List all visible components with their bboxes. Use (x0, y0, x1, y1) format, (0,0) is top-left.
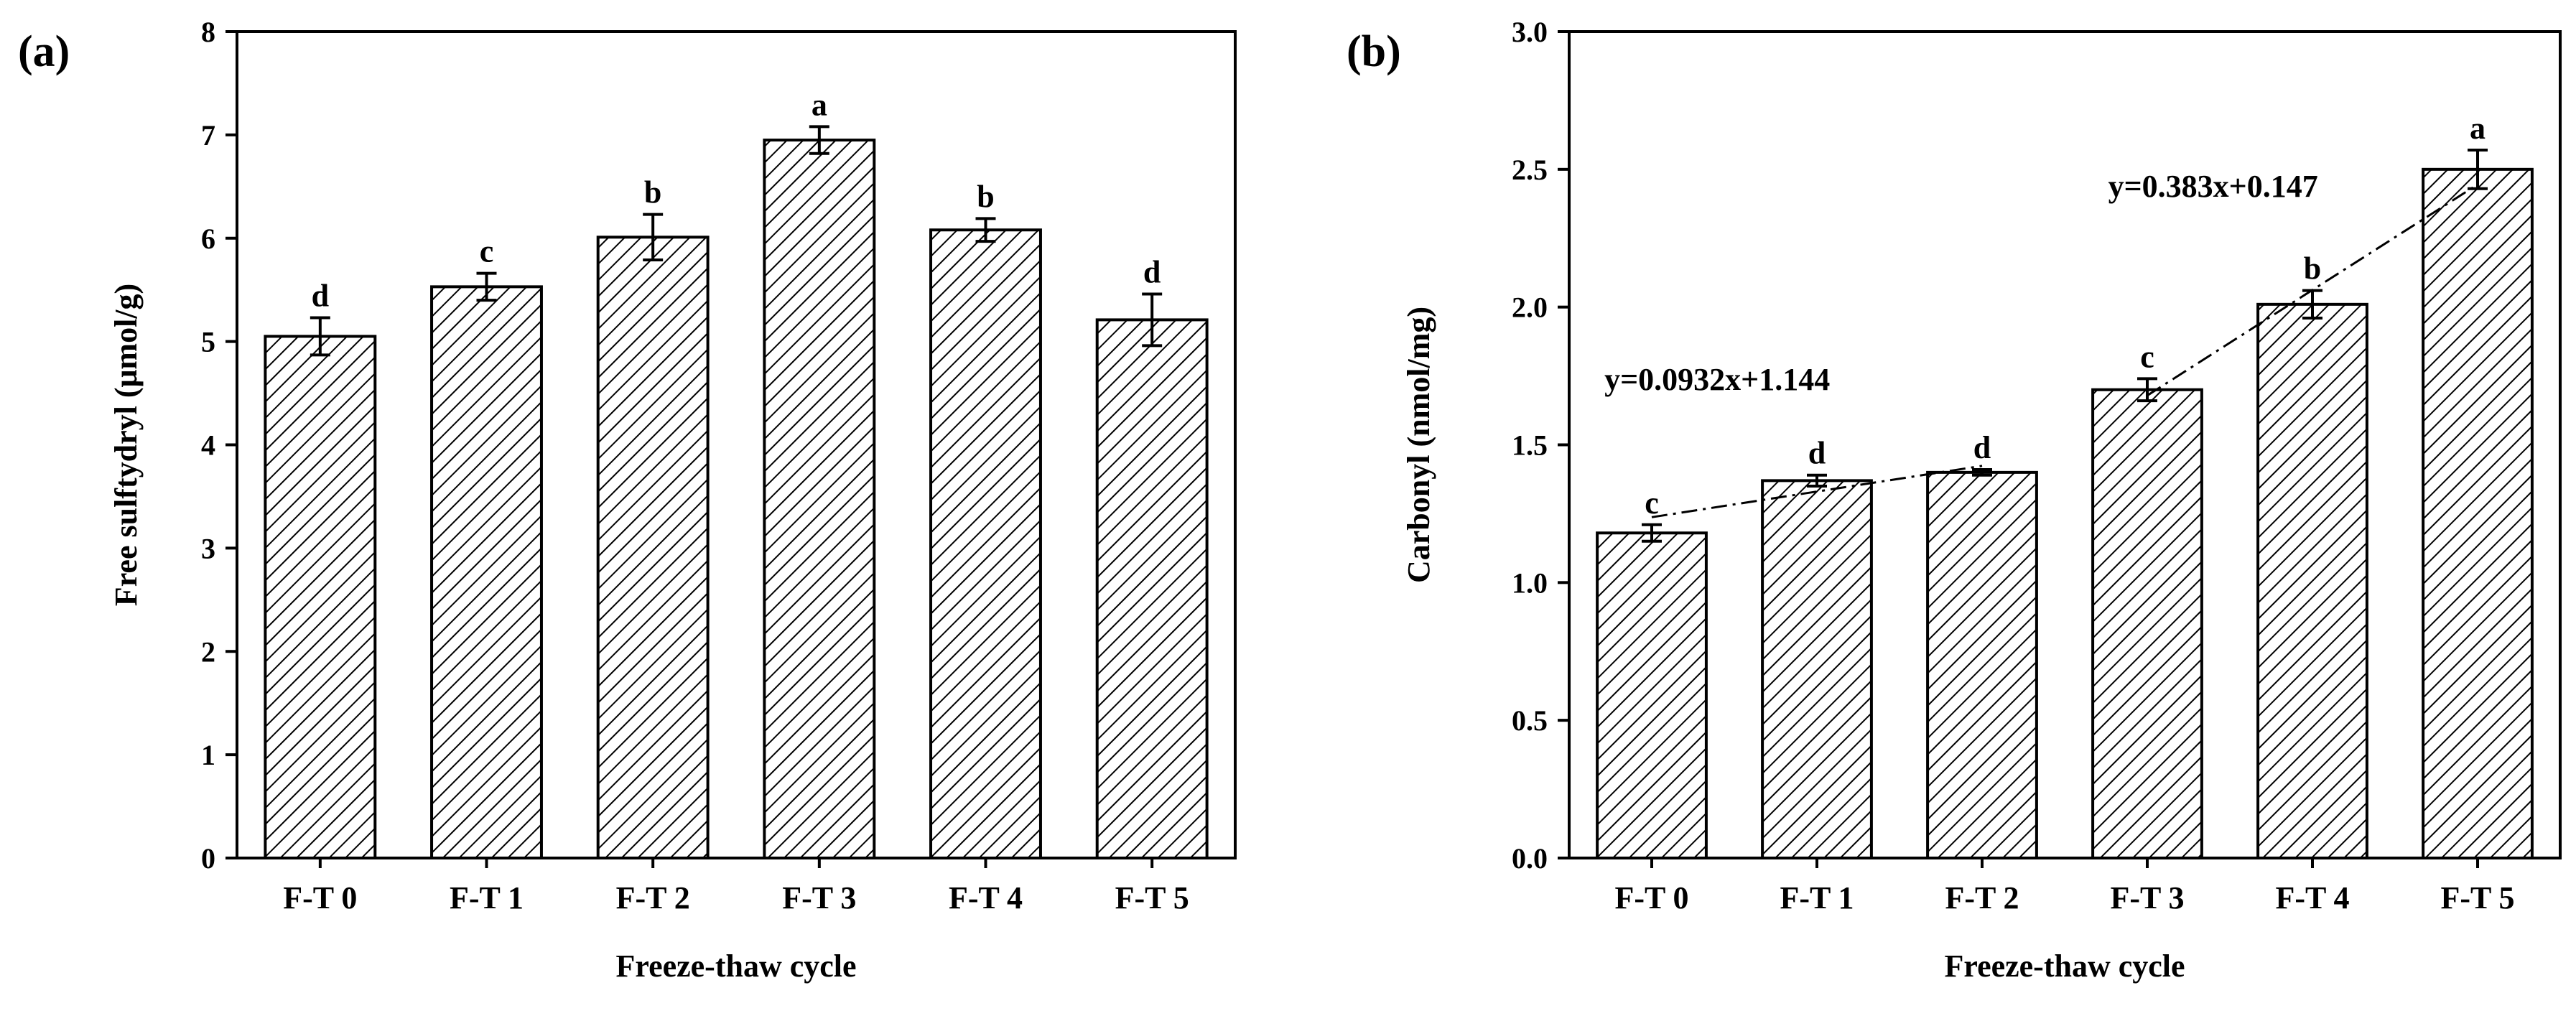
x-tick-label: F-T 2 (1945, 880, 2019, 915)
bars (1596, 167, 2534, 860)
significance-letter: b (2304, 251, 2321, 286)
significance-letters: d c b a b d (312, 87, 1161, 313)
x-tick-label: F-T 0 (1614, 880, 1688, 915)
x-tick-label: F-T 4 (2275, 880, 2349, 915)
y-tick-label: 2.5 (1512, 154, 1548, 186)
error-bar (975, 217, 996, 243)
x-axis-ticks: F-T 0 F-T 1 F-T 2 F-T 3 F-T 4 F-T 5 (1614, 858, 2515, 915)
y-tick-label: 1 (201, 739, 215, 771)
x-tick-label: F-T 1 (1780, 880, 1854, 915)
x-tick-label: F-T 0 (283, 880, 357, 915)
trendlines: y=0.0932x+1.144 y=0.383x+0.147 (1604, 169, 2478, 518)
bar-f-t-3 (763, 139, 876, 860)
bar-f-t-1 (430, 285, 543, 859)
significance-letter: c (1645, 485, 1659, 521)
trendline-equation: y=0.383x+0.147 (2108, 169, 2318, 204)
y-axis-label: Carbonyl (nmol/mg) (1401, 307, 1436, 583)
bar-f-t-5 (2422, 167, 2534, 860)
x-tick-label: F-T 5 (2440, 880, 2514, 915)
x-tick-label: F-T 2 (616, 880, 690, 915)
x-axis-ticks: F-T 0 F-T 1 F-T 2 F-T 3 F-T 4 F-T 5 (283, 858, 1189, 915)
plot-frame (1568, 30, 2562, 859)
y-axis-ticks: 0 1 2 3 4 5 6 7 8 (201, 16, 237, 875)
y-tick-label: 0.0 (1512, 842, 1548, 875)
y-axis-ticks: 0.0 0.5 1.0 1.5 2.0 2.5 3.0 (1512, 16, 1569, 875)
y-tick-label: 2.0 (1512, 292, 1548, 324)
y-tick-label: 5 (201, 326, 215, 358)
y-tick-label: 3 (201, 532, 215, 564)
y-tick-label: 7 (201, 119, 215, 152)
y-tick-label: 1.0 (1512, 567, 1548, 599)
significance-letter: b (977, 179, 994, 214)
significance-letter: b (644, 175, 661, 210)
y-tick-label: 0 (201, 842, 215, 875)
error-bar (1972, 468, 1992, 477)
error-bar (809, 125, 829, 155)
bar-f-t-4 (929, 228, 1042, 859)
trendline (2147, 183, 2478, 397)
significance-letter: d (312, 279, 329, 314)
bar-f-t-0 (264, 335, 377, 859)
bar-f-t-0 (1596, 531, 1708, 859)
y-tick-label: 3.0 (1512, 16, 1548, 48)
panel-label: (a) (18, 27, 70, 76)
y-tick-label: 4 (201, 429, 215, 462)
x-axis-label: Freeze-thaw cycle (615, 949, 856, 984)
error-bar (2137, 377, 2157, 403)
trendline-equation: y=0.0932x+1.144 (1604, 362, 1830, 397)
significance-letter: a (2470, 111, 2486, 146)
x-tick-label: F-T 3 (2110, 880, 2184, 915)
bar-f-t-2 (1926, 470, 2038, 859)
error-bar (1642, 523, 1662, 543)
y-axis-label: Free sulftydryl (μmol/g) (108, 284, 144, 606)
significance-letter: d (1143, 254, 1161, 289)
x-tick-label: F-T 5 (1115, 880, 1189, 915)
bar-f-t-5 (1095, 318, 1209, 859)
error-bar (643, 213, 664, 261)
significance-letter: a (812, 87, 827, 122)
bar-f-t-2 (596, 236, 710, 859)
y-tick-label: 1.5 (1512, 429, 1548, 462)
x-tick-label: F-T 1 (450, 880, 524, 915)
bar-f-t-4 (2256, 302, 2368, 859)
significance-letter: d (1808, 436, 1826, 471)
significance-letter: c (2140, 339, 2154, 374)
bar-f-t-1 (1761, 479, 1873, 859)
significance-letter: d (1973, 430, 1991, 465)
significance-letters: c d d c b a (1645, 111, 2486, 521)
error-bar (1807, 473, 1827, 488)
y-tick-label: 6 (201, 223, 215, 255)
error-bar (310, 316, 330, 357)
significance-letter: c (480, 234, 494, 269)
panel-label: (b) (1347, 27, 1401, 76)
plot-frame (236, 30, 1237, 859)
trendline (1651, 465, 1983, 518)
y-tick-label: 0.5 (1512, 704, 1548, 737)
chart-panel-b: (b) 0.0 0.5 1.0 1.5 2.0 2.5 3.0 y=0.0932x+1.14… (1347, 16, 2562, 984)
y-tick-label: 8 (201, 16, 215, 48)
bar-f-t-3 (2091, 388, 2203, 859)
y-tick-label: 2 (201, 635, 215, 668)
error-bar (1142, 292, 1163, 348)
bars (264, 139, 1209, 860)
x-tick-label: F-T 3 (782, 880, 856, 915)
error-bar (476, 271, 497, 302)
x-axis-label: Freeze-thaw cycle (1944, 949, 2185, 984)
x-tick-label: F-T 4 (949, 880, 1023, 915)
error-bars (310, 125, 1163, 357)
